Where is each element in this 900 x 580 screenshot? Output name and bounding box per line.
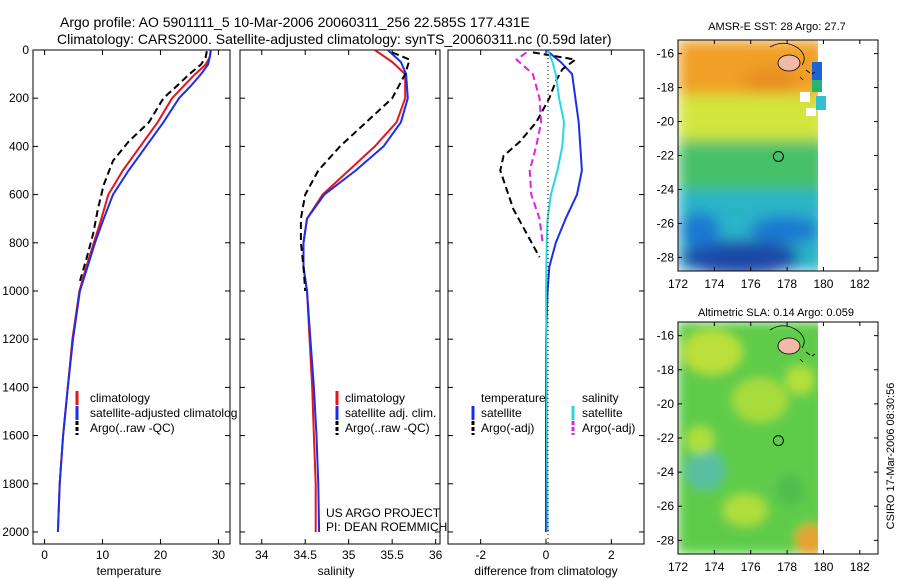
- map-x-tick-label: 172: [668, 560, 688, 574]
- legend-label-satellite: satellite adj. clim.: [345, 406, 436, 420]
- sla-map-ticks: 172 174 176 178 180 182 -16 -18 -20 -22 -24 -26 -28: [657, 322, 878, 574]
- sst-map-ticks: 172 174 176 178 180 182 -16 -18 -20 -22 -24 -26 -28: [657, 40, 878, 291]
- map-x-tick-label: 180: [813, 560, 833, 574]
- side-credit: CSIRO 17-Mar-2006 08:30:56: [885, 383, 897, 530]
- series-line-salinity-argo-adj: [515, 51, 544, 243]
- legend-label-temp-argo: Argo(-adj): [481, 421, 534, 435]
- map-y-tick-label: -22: [657, 149, 675, 163]
- map-y-tick-label: -24: [657, 182, 675, 196]
- map-y-tick-label: -24: [657, 465, 675, 479]
- sst-map-title: AMSR-E SST: 28 Argo: 27.7: [708, 21, 846, 33]
- temperature-series-group: [56, 50, 212, 533]
- y-tick-label: 1400: [2, 380, 29, 394]
- series-line-satellite-adj-clim: [302, 50, 409, 533]
- map-y-tick-label: -28: [657, 533, 675, 547]
- header-line-1: Argo profile: AO 5901111_5 10-Mar-2006 2…: [60, 14, 530, 30]
- map-y-tick-label: -16: [657, 329, 675, 343]
- difference-legend: temperature satellite Argo(-adj) salinit…: [471, 391, 635, 435]
- x-tick-label: 35: [342, 548, 356, 562]
- x-tick-label: 35.5: [380, 548, 404, 562]
- island-shape: [777, 337, 801, 355]
- legend-label-argo: Argo(..raw -QC): [345, 421, 430, 435]
- map-y-tick-label: -18: [657, 363, 675, 377]
- salinity-plot-frame: [239, 49, 441, 545]
- y-tick-label: 0: [22, 43, 29, 57]
- y-tick-label: 400: [9, 139, 29, 153]
- map-x-tick-label: 174: [704, 277, 724, 291]
- legend-label-climatology: climatology: [90, 391, 150, 405]
- series-line-satellite-adjusted-climatology: [56, 50, 212, 533]
- x-tick-label: 10: [96, 548, 110, 562]
- map-y-tick-label: -26: [657, 499, 675, 513]
- sla-map-title: Altimetric SLA: 0.14 Argo: 0.059: [698, 307, 854, 319]
- map-x-tick-label: 172: [668, 277, 688, 291]
- map-x-tick-label: 182: [850, 277, 870, 291]
- map-y-tick-label: -28: [657, 250, 675, 264]
- x-tick-label: 2: [608, 548, 615, 562]
- salinity-legend: climatology satellite adj. clim. Argo(..…: [335, 391, 436, 435]
- legend-label-argo: Argo(..raw -QC): [90, 421, 175, 435]
- y-tick-label: 2000: [2, 525, 29, 539]
- legend-label-temp-satellite: satellite: [481, 406, 522, 420]
- map-y-tick-label: -22: [657, 431, 675, 445]
- map-x-tick-label: 178: [777, 560, 797, 574]
- legend-label-sal-satellite: satellite: [582, 406, 623, 420]
- series-line-temperature-argo-adj: [499, 51, 577, 258]
- island-shape: [777, 54, 801, 72]
- legend-label-climatology: climatology: [345, 391, 405, 405]
- map-y-tick-label: -20: [657, 397, 675, 411]
- map-x-tick-label: 174: [704, 560, 724, 574]
- salinity-xlabel: salinity: [318, 564, 355, 578]
- y-tick-label: 1800: [2, 477, 29, 491]
- difference-xlabel: difference from climatology: [474, 564, 617, 578]
- map-x-tick-label: 178: [777, 277, 797, 291]
- series-line-climatology: [302, 50, 407, 532]
- y-tick-label: 200: [9, 91, 29, 105]
- legend-label-sal-argo: Argo(-adj): [582, 421, 635, 435]
- temperature-xlabel: temperature: [97, 564, 162, 578]
- series-line-argo-raw-qc: [78, 51, 208, 282]
- map-x-tick-label: 180: [813, 277, 833, 291]
- legend-label-temperature: temperature: [481, 391, 546, 405]
- series-line-argo-raw-qc: [299, 51, 411, 292]
- x-tick-label: 0: [41, 548, 48, 562]
- map-x-tick-label: 176: [741, 560, 761, 574]
- x-tick-label: 0: [543, 548, 550, 562]
- temperature-plot-frame: [32, 49, 231, 545]
- temperature-axis-ticks: 0 10 20 30 0 200 400 600 800 1000 1200 1400 1600 1800…: [2, 43, 230, 562]
- map-x-tick-label: 176: [741, 277, 761, 291]
- x-tick-label: 34: [255, 548, 269, 562]
- sst-map: [678, 40, 878, 271]
- sla-map: [678, 322, 878, 554]
- salinity-axis-ticks: 34 34.5 35 35.5 36: [240, 49, 443, 562]
- map-y-tick-label: -16: [657, 47, 675, 61]
- salinity-series-group: [299, 50, 411, 533]
- x-tick-label: 20: [154, 548, 168, 562]
- difference-axis-ticks: -2 0 2: [448, 49, 644, 562]
- x-tick-label: 30: [212, 548, 226, 562]
- header-line-2: Climatology: CARS2000. Satellite-adjuste…: [57, 31, 612, 47]
- x-tick-label: 34.5: [294, 548, 318, 562]
- map-y-tick-label: -26: [657, 216, 675, 230]
- map-y-tick-label: -20: [657, 115, 675, 129]
- y-tick-label: 1600: [2, 429, 29, 443]
- difference-series-group: [499, 50, 583, 533]
- legend-label-satellite: satellite-adjusted climatolog: [90, 406, 237, 420]
- y-tick-label: 600: [9, 188, 29, 202]
- legend-label-salinity: salinity: [582, 391, 619, 405]
- map-x-tick-label: 182: [850, 560, 870, 574]
- y-tick-label: 1200: [2, 332, 29, 346]
- project-credit: US ARGO PROJECT: [326, 506, 441, 520]
- x-tick-label: 36: [429, 548, 443, 562]
- argo-location-marker: [772, 435, 784, 447]
- series-line-salinity-satellite: [545, 50, 565, 533]
- map-y-tick-label: -18: [657, 81, 675, 95]
- x-tick-label: -2: [475, 548, 486, 562]
- argo-location-marker: [772, 151, 784, 162]
- y-tick-label: 800: [9, 236, 29, 250]
- pi-credit: PI: DEAN ROEMMICH: [326, 520, 447, 534]
- temperature-legend: climatology satellite-adjusted climatolo…: [75, 391, 237, 435]
- y-tick-label: 1000: [2, 284, 29, 298]
